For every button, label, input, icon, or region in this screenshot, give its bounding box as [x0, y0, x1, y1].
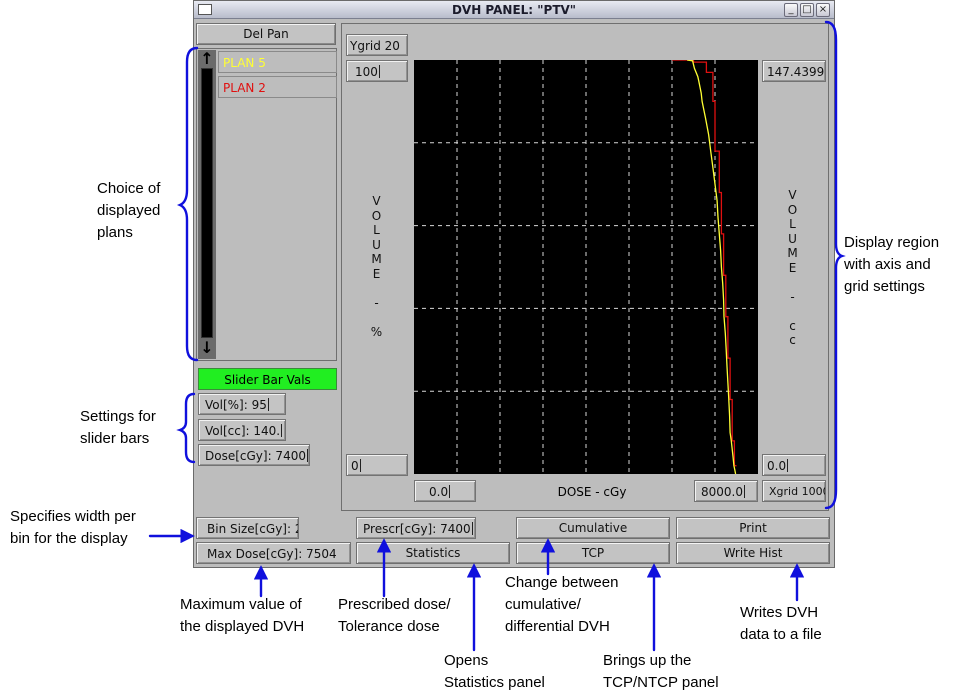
- dose-value: Dose[cGy]: 7400: [205, 449, 306, 463]
- dose-field[interactable]: Dose[cGy]: 7400: [198, 444, 310, 466]
- scroll-thumb[interactable]: [201, 68, 213, 338]
- series-line-plan-2: [672, 60, 737, 467]
- xgrid-field[interactable]: Xgrid 1000: [762, 480, 826, 502]
- y-right-min-field[interactable]: 0.0: [762, 454, 826, 476]
- plot-region: Ygrid 20 100 V O L U M E - % 0 147.4399 …: [341, 23, 829, 511]
- vol-cc-value: Vol[cc]: 140.: [205, 424, 281, 438]
- xgrid-value: Xgrid 1000: [769, 485, 826, 498]
- brace-slider: [176, 392, 196, 464]
- series-line-plan-5: [687, 60, 737, 474]
- y-right-min-value: 0.0: [767, 459, 787, 473]
- maximize-icon[interactable]: □: [800, 3, 814, 17]
- y-left-max-value: 100: [355, 65, 378, 79]
- write-hist-button[interactable]: Write Hist: [676, 542, 830, 564]
- dvh-plot[interactable]: [414, 60, 758, 474]
- vol-percent-value: Vol[%]: 95: [205, 398, 267, 412]
- y-left-max-field[interactable]: 100: [346, 60, 408, 82]
- plan-item-plan-5[interactable]: PLAN 5: [218, 51, 337, 73]
- y-right-max-value: 147.4399: [767, 65, 825, 79]
- plan-item-plan-2[interactable]: PLAN 2: [218, 76, 337, 98]
- print-button[interactable]: Print: [676, 517, 830, 539]
- cumulative-button[interactable]: Cumulative: [516, 517, 670, 539]
- plan-list-scrollbar[interactable]: ↑ ↓: [198, 50, 216, 359]
- plan-list-box: ↑ ↓ PLAN 5 PLAN 2: [196, 48, 337, 361]
- window-menu-icon[interactable]: [198, 4, 212, 15]
- annotation-cumulative: Change between cumulative/ differential …: [505, 574, 619, 635]
- series-layer: [672, 60, 737, 474]
- annotation-tcp: Brings up the TCP/NTCP panel: [603, 652, 719, 691]
- minimize-icon[interactable]: _: [784, 3, 798, 17]
- y-axis-label-left: V O L U M E - %: [370, 194, 384, 339]
- tcp-button[interactable]: TCP: [516, 542, 670, 564]
- ygrid-field[interactable]: Ygrid 20: [346, 34, 408, 56]
- annotation-max-dose: Maximum value of the displayed DVH: [180, 596, 305, 635]
- slider-bar-vals-label: Slider Bar Vals: [198, 368, 337, 390]
- close-icon[interactable]: ×: [816, 3, 830, 17]
- max-dose-value: Max Dose[cGy]: 7504: [207, 547, 337, 561]
- prescr-field[interactable]: Prescr[cGy]: 7400: [356, 517, 476, 539]
- annotation-plans: Choice of displayed plans: [97, 180, 161, 241]
- annotation-display-region: Display region with axis and grid settin…: [844, 234, 940, 295]
- grid-layer: [414, 60, 758, 474]
- y-right-max-field[interactable]: 147.4399: [762, 60, 826, 82]
- del-pan-button[interactable]: Del Pan: [196, 23, 336, 45]
- x-max-value: 8000.0: [701, 485, 743, 499]
- annotation-prescr: Prescribed dose/ Tolerance dose: [338, 596, 451, 635]
- prescr-value: Prescr[cGy]: 7400: [363, 522, 471, 536]
- x-max-field[interactable]: 8000.0: [694, 480, 758, 502]
- scroll-up-icon[interactable]: ↑: [200, 49, 214, 68]
- window-title: DVH PANEL: "PTV": [451, 3, 577, 17]
- x-min-value: 0.0: [429, 485, 449, 499]
- y-axis-label-right: V O L U M E - c c: [787, 188, 799, 347]
- max-dose-field[interactable]: Max Dose[cGy]: 7504: [196, 542, 351, 564]
- scroll-down-icon[interactable]: ↓: [200, 338, 214, 357]
- x-axis-label: DOSE - cGy: [557, 485, 627, 499]
- bin-size-value: Bin Size[cGy]: 2: [207, 522, 299, 536]
- title-bar[interactable]: DVH PANEL: "PTV" _ □ ×: [194, 1, 834, 19]
- dvh-panel-window: DVH PANEL: "PTV" _ □ × Del Pan ↑ ↓ PLAN …: [193, 0, 835, 568]
- ygrid-value: Ygrid 20: [350, 39, 400, 53]
- bin-size-field[interactable]: Bin Size[cGy]: 2: [196, 517, 299, 539]
- annotation-bin-size: Specifies width per bin for the display: [10, 508, 136, 547]
- vol-percent-field[interactable]: Vol[%]: 95: [198, 393, 286, 415]
- annotation-write-hist: Writes DVH data to a file: [740, 604, 822, 643]
- vol-cc-field[interactable]: Vol[cc]: 140.: [198, 419, 286, 441]
- y-left-min-field[interactable]: 0: [346, 454, 408, 476]
- annotation-slider: Settings for slider bars: [80, 408, 156, 447]
- x-min-field[interactable]: 0.0: [414, 480, 476, 502]
- statistics-button[interactable]: Statistics: [356, 542, 510, 564]
- annotation-statistics: Opens Statistics panel: [444, 652, 545, 691]
- y-left-min-value: 0: [351, 459, 359, 473]
